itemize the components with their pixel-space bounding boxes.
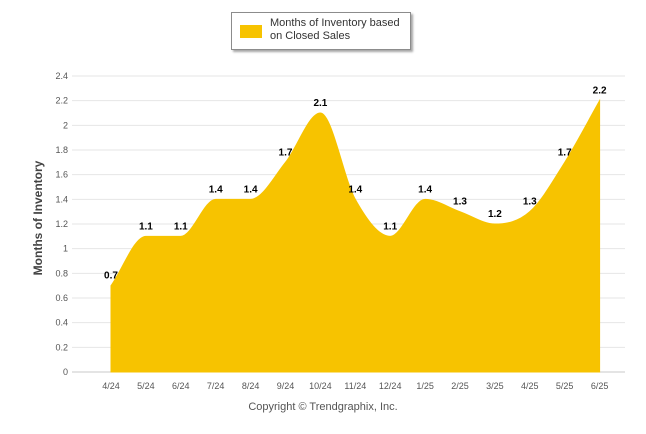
data-label: 1.3	[523, 197, 537, 208]
x-tick-label: 10/24	[309, 381, 332, 391]
data-label: 1.1	[383, 221, 397, 232]
legend[interactable]: Months of Inventory based on Closed Sale…	[231, 12, 411, 50]
y-tick-label: 1.4	[55, 194, 68, 204]
x-tick-label: 5/25	[556, 381, 574, 391]
y-tick-label: 0.6	[55, 293, 68, 303]
data-label: 2.1	[313, 98, 327, 109]
y-tick-label: 1.6	[55, 170, 68, 180]
y-tick-label: 2	[63, 120, 68, 130]
data-label: 1.1	[174, 221, 188, 232]
data-label: 1.7	[558, 147, 572, 158]
y-tick-label: 0.8	[55, 268, 68, 278]
y-tick-label: 0.2	[55, 342, 68, 352]
y-tick-label: 1	[63, 244, 68, 254]
y-axis-title: Months of Inventory	[31, 160, 45, 275]
x-tick-label: 6/24	[172, 381, 190, 391]
data-label: 1.4	[348, 184, 362, 195]
data-label: 1.4	[244, 184, 258, 195]
y-tick-label: 1.8	[55, 145, 68, 155]
x-tick-label: 1/25	[416, 381, 434, 391]
x-tick-label: 8/24	[242, 381, 260, 391]
x-tick-label: 9/24	[277, 381, 295, 391]
legend-swatch	[240, 25, 262, 38]
area-series	[110, 98, 601, 373]
y-tick-label: 2.2	[55, 96, 68, 106]
area-fill	[110, 98, 601, 373]
x-tick-label: 4/24	[102, 381, 120, 391]
data-label: 2.2	[593, 86, 607, 97]
data-label: 1.2	[488, 209, 502, 220]
x-tick-label: 2/25	[451, 381, 469, 391]
data-labels: 0.7 1.1 1.1 1.4 1.4 1.7 2.1 1.4 1.1 1.4 1.3 1.2 1.3 1…	[104, 86, 607, 282]
x-tick-label: 6/25	[591, 381, 609, 391]
data-label: 1.4	[209, 184, 223, 195]
x-tick-label: 4/25	[521, 381, 539, 391]
x-tick-label: 7/24	[207, 381, 225, 391]
y-tick-label: 1.2	[55, 219, 68, 229]
x-tick-label: 12/24	[379, 381, 402, 391]
copyright-text: Copyright © Trendgraphix, Inc.	[248, 401, 398, 413]
x-tick-label: 3/25	[486, 381, 504, 391]
legend-label: Months of Inventory based on Closed Sale…	[270, 17, 400, 42]
data-label: 1.7	[279, 147, 293, 158]
data-label: 1.4	[418, 184, 432, 195]
data-label: 0.7	[104, 271, 118, 282]
y-tick-label: 0	[63, 367, 68, 377]
y-tick-label: 2.4	[55, 71, 68, 81]
x-tick-label: 5/24	[137, 381, 155, 391]
y-axis-ticks: 0 0.2 0.4 0.6 0.8 1 1.2 1.4 1.6 1.8 2 2.2 2.4	[55, 71, 68, 377]
data-label: 1.3	[453, 197, 467, 208]
y-tick-label: 0.4	[55, 318, 68, 328]
data-label: 1.1	[139, 221, 153, 232]
x-tick-label: 11/24	[344, 381, 366, 391]
x-axis-ticks: 4/24 5/24 6/24 7/24 8/24 9/24 10/24 11/24 12/24 1…	[102, 381, 608, 391]
